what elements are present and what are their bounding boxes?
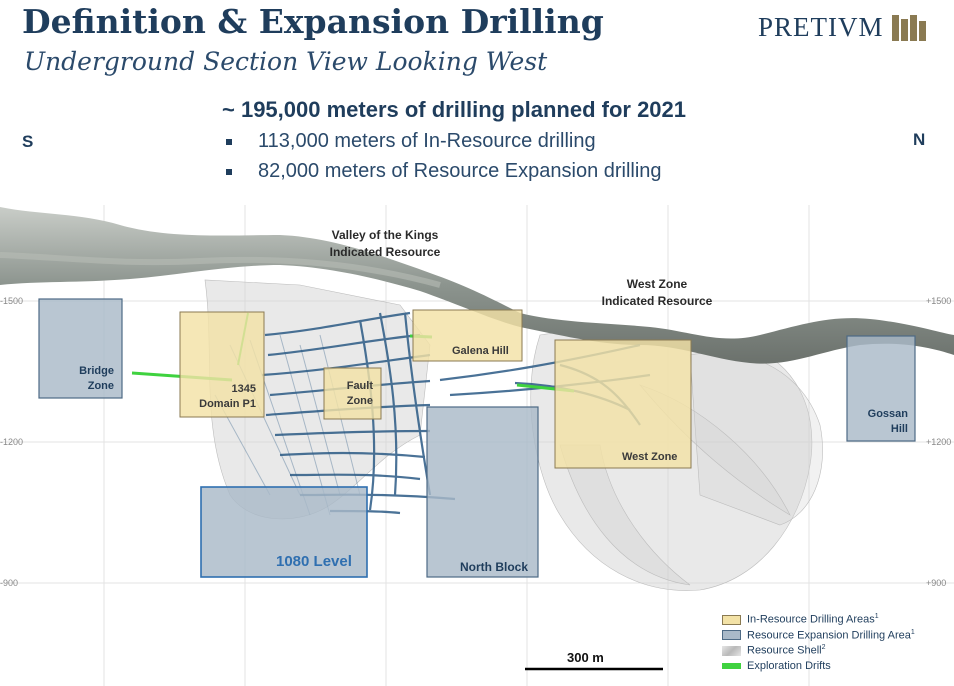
level-1080-label: 1080 Level: [276, 553, 352, 570]
gossan-hill-box: [846, 335, 916, 442]
westzone-label-line2: Indicated Resource: [601, 294, 713, 308]
bridge-zone-box: [38, 298, 123, 399]
westzone-indicated-label: West Zone Indicated Resource: [582, 277, 732, 308]
bullet-square-icon: [226, 138, 232, 145]
bullet-square-icon: [226, 168, 232, 175]
legend-swatch-grey: [722, 645, 741, 656]
legend-in-resource-label: In-Resource Drilling Areas: [747, 614, 875, 627]
tick-left-1500: -1500: [0, 296, 24, 306]
drilling-headline: ~ 195,000 meters of drilling planned for…: [222, 97, 687, 122]
domain-p1-line2: Domain P1: [199, 398, 256, 410]
valley-label: Valley of the Kings Indicated Resource: [310, 228, 460, 259]
valley-label-line1: Valley of the Kings: [331, 228, 439, 242]
legend-swatch-blue: [722, 630, 741, 641]
bridge-zone-line1: Bridge: [79, 365, 114, 377]
legend-swatch-yellow: [722, 614, 741, 625]
bridge-zone-line2: Zone: [87, 380, 114, 392]
legend-in-resource: In-Resource Drilling Areas1: [722, 612, 915, 628]
domain-p1-box: [179, 311, 265, 418]
grid-lines: [0, 205, 954, 686]
page-subtitle: Underground Section View Looking West: [24, 47, 548, 76]
logo-text: PRETIVM: [758, 12, 884, 42]
legend-note-1: 1: [874, 613, 879, 621]
legend-shell: Resource Shell2: [722, 643, 915, 659]
north-block-label: North Block: [460, 560, 529, 574]
compass-north: N: [913, 130, 926, 149]
bullet-text: 113,000 meters of In-Resource drilling: [258, 130, 596, 152]
bullet-text: 82,000 meters of Resource Expansion dril…: [258, 160, 662, 182]
gossan-hill-label: Gossan Hill: [858, 408, 908, 435]
valley-label-line2: Indicated Resource: [329, 245, 441, 259]
galena-hill-label: Galena Hill: [452, 345, 509, 357]
fault-zone-line2: Zone: [346, 395, 373, 407]
compass-south: S: [22, 132, 34, 151]
west-zone-label: West Zone: [622, 451, 678, 463]
westzone-label-line1: West Zone: [626, 277, 688, 291]
legend-shell-text: Resource Shell2: [747, 644, 826, 657]
legend-drifts-label: Exploration Drifts: [747, 660, 831, 673]
expansion-boxes: [38, 298, 916, 578]
fault-zone-label: Fault Zone: [328, 380, 373, 407]
fault-zone-box: [323, 367, 382, 420]
legend-swatch-green: [722, 663, 741, 670]
bullet-expansion: 82,000 meters of Resource Expansion dril…: [226, 160, 662, 183]
legend: In-Resource Drilling Areas1 Resource Exp…: [722, 612, 915, 674]
logo-bars-icon: [891, 14, 928, 41]
scale-bar-label: 300 m: [567, 650, 604, 665]
legend-in-resource-text: In-Resource Drilling Areas1: [747, 613, 879, 626]
bullet-in-resource: 113,000 meters of In-Resource drilling: [226, 130, 596, 153]
legend-drifts: Exploration Drifts: [722, 659, 915, 675]
tick-left-900: -900: [0, 578, 19, 588]
terrain-surface: [0, 207, 954, 364]
legend-shell-label: Resource Shell: [747, 645, 822, 658]
level-1080-box: [200, 486, 368, 578]
tick-right-1500: +1500: [926, 296, 952, 306]
legend-expansion: Resource Expansion Drilling Area1: [722, 628, 915, 644]
fault-zone-line1: Fault: [346, 380, 373, 392]
north-block-box: [426, 406, 539, 578]
west-zone-box: [554, 339, 692, 469]
legend-note-1b: 1: [910, 628, 915, 636]
domain-p1-line1: 1345: [231, 383, 256, 395]
in-resource-boxes: [179, 309, 692, 469]
domain-p1-label: 1345 Domain P1: [186, 383, 256, 410]
company-logo: PRETIVM: [758, 12, 928, 43]
legend-expansion-label: Resource Expansion Drilling Area: [747, 629, 911, 642]
gossan-hill-line1: Gossan: [867, 408, 908, 420]
tick-right-900: +900: [926, 578, 947, 588]
gossan-hill-line2: Hill: [890, 423, 908, 435]
legend-note-2: 2: [821, 644, 826, 652]
galena-hill-box: [412, 309, 523, 362]
page-title: Definition & Expansion Drilling: [22, 2, 604, 41]
tick-right-1200: +1200: [926, 437, 952, 447]
tick-left-1200: -1200: [0, 437, 24, 447]
bridge-zone-label: Bridge Zone: [62, 365, 114, 392]
section-diagram: [0, 205, 954, 686]
legend-expansion-text: Resource Expansion Drilling Area1: [747, 629, 915, 642]
